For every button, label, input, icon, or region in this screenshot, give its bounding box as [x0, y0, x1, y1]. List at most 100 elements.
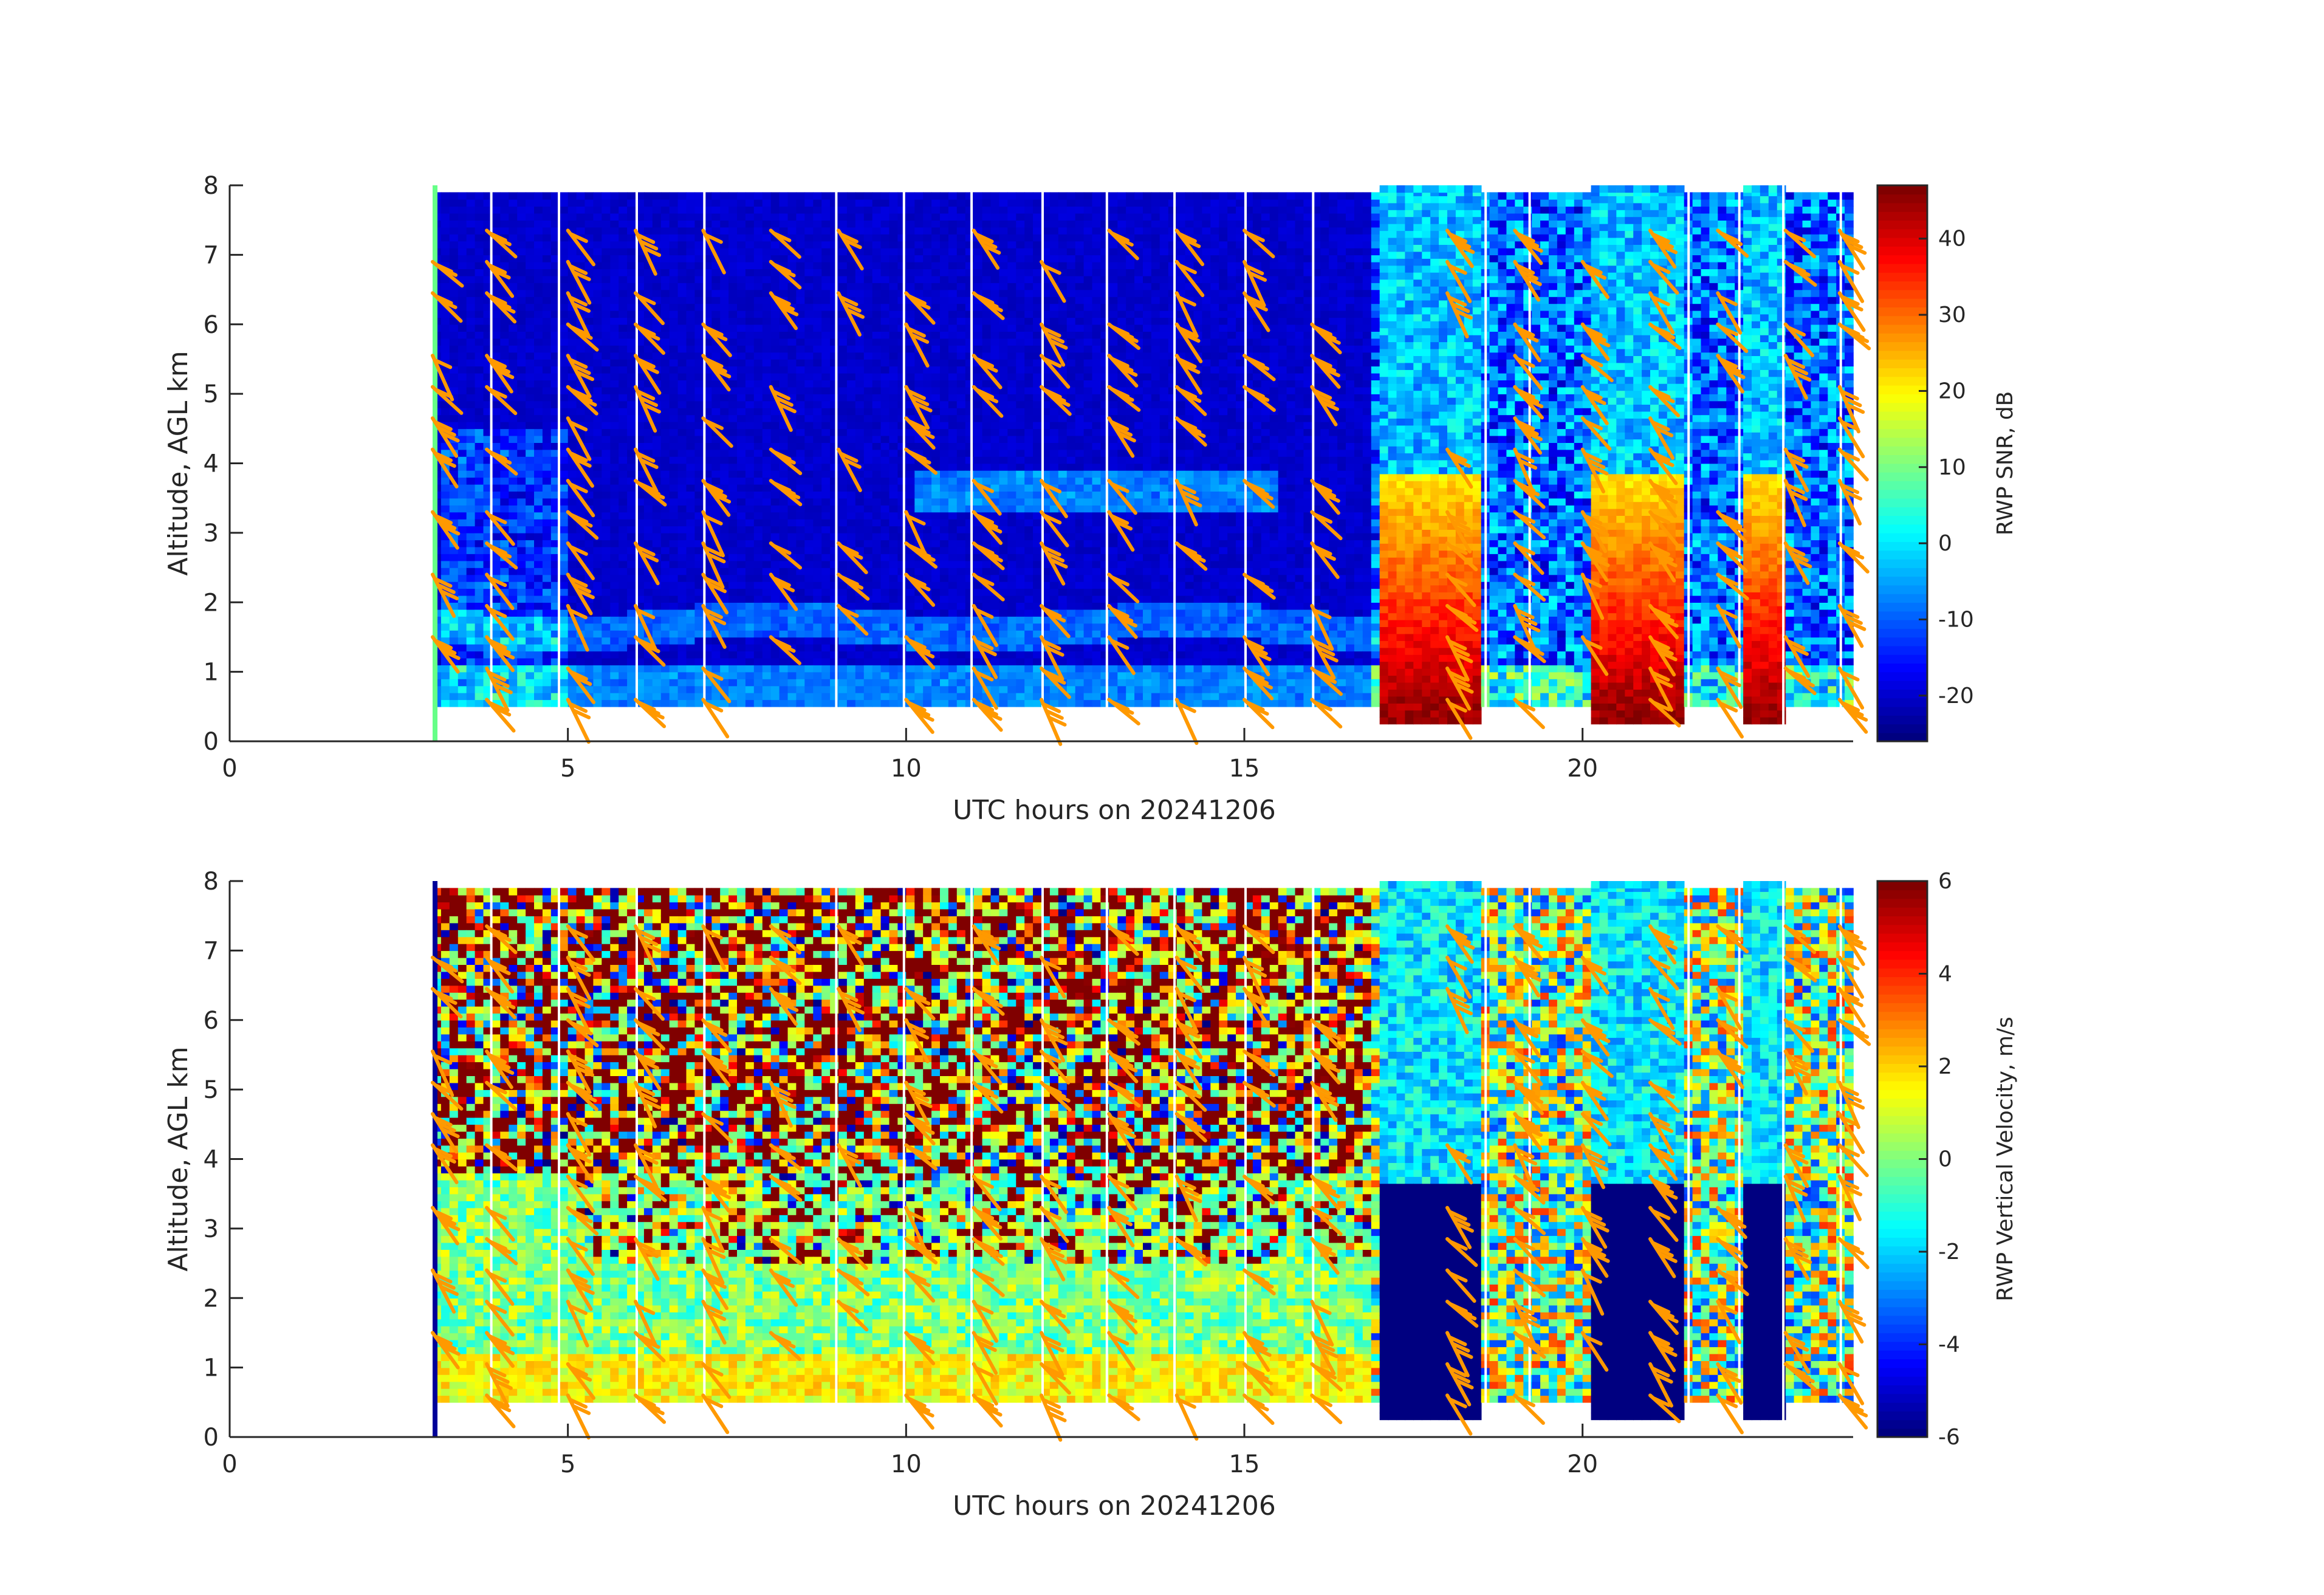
heatmap-cell: [956, 442, 966, 450]
heatmap-cell: [449, 560, 459, 568]
heatmap-cell: [627, 692, 636, 701]
heatmap-cell: [965, 685, 975, 693]
heatmap-cell: [475, 442, 484, 450]
heatmap-cell: [593, 234, 603, 242]
heatmap-cell: [677, 421, 687, 430]
heatmap-cell: [534, 192, 543, 200]
heatmap-cell: [627, 554, 636, 561]
heatmap-cell: [602, 491, 611, 499]
heatmap-cell: [728, 289, 738, 297]
heatmap-cell: [990, 213, 1000, 221]
heatmap-cell: [669, 227, 679, 235]
heatmap-cell: [643, 512, 653, 520]
heatmap-cell: [677, 408, 687, 416]
heatmap-cell: [627, 247, 636, 256]
heatmap-cell: [855, 400, 865, 408]
heatmap-cell: [830, 685, 839, 693]
heatmap-cell: [889, 456, 899, 464]
heatmap-cell: [737, 269, 746, 276]
heatmap-cell: [534, 671, 543, 679]
heatmap-cell: [745, 616, 755, 624]
heatmap-cell: [821, 289, 831, 297]
heatmap-cell: [458, 532, 467, 541]
heatmap-cell: [745, 512, 755, 520]
heatmap-cell: [897, 421, 907, 430]
heatmap-cell: [914, 358, 924, 367]
heatmap-cell: [855, 651, 865, 659]
heatmap-cell: [669, 352, 679, 360]
heatmap-cell: [872, 297, 882, 304]
heatmap-cell: [745, 310, 755, 318]
heatmap-cell: [804, 699, 814, 707]
heatmap-cell: [906, 303, 915, 311]
heatmap-cell: [728, 546, 738, 554]
heatmap-cell: [610, 595, 619, 603]
heatmap-cell: [677, 283, 687, 290]
heatmap-cell: [804, 484, 814, 492]
heatmap-cell: [923, 512, 932, 520]
heatmap-cell: [449, 386, 459, 394]
heatmap-cell: [643, 679, 653, 687]
heatmap-cell: [669, 651, 679, 659]
heatmap-cell: [948, 671, 958, 679]
heatmap-cell: [602, 283, 611, 290]
heatmap-cell: [475, 213, 484, 221]
heatmap-cell: [855, 394, 865, 402]
heatmap-cell: [602, 463, 611, 471]
heatmap-cell: [660, 192, 670, 200]
heatmap-cell: [880, 283, 890, 290]
heatmap-cell: [550, 449, 560, 457]
heatmap-cell: [669, 505, 679, 513]
heatmap-cell: [940, 366, 949, 374]
heatmap-cell: [838, 331, 848, 339]
heatmap-cell: [830, 692, 839, 701]
heatmap-cell: [669, 338, 679, 346]
heatmap-cell: [669, 554, 679, 561]
heatmap-cell: [449, 331, 459, 339]
heatmap-cell: [804, 554, 814, 561]
heatmap-cell: [669, 540, 679, 547]
heatmap-cell: [677, 366, 687, 374]
heatmap-cell: [931, 421, 941, 430]
heatmap-cell: [652, 665, 662, 673]
heatmap-cell: [982, 595, 992, 603]
heatmap-cell: [643, 526, 653, 533]
heatmap-cell: [526, 289, 535, 297]
heatmap-cell: [796, 220, 806, 228]
heatmap-cell: [745, 630, 755, 638]
heatmap-cell: [880, 679, 890, 687]
heatmap-cell: [753, 227, 763, 235]
heatmap-cell: [627, 408, 636, 416]
heatmap-cell: [956, 546, 966, 554]
heatmap-cell: [863, 303, 873, 311]
heatmap-cell: [914, 498, 924, 506]
heatmap-cell: [863, 345, 873, 353]
heatmap-cell: [694, 380, 704, 388]
heatmap-cell: [973, 206, 983, 214]
heatmap-cell: [542, 324, 552, 332]
heatmap-cell: [509, 449, 518, 457]
heatmap-cell: [542, 456, 552, 464]
heatmap-cell: [813, 372, 822, 380]
heatmap-cell: [813, 602, 822, 610]
heatmap-cell: [584, 421, 594, 430]
heatmap-cell: [762, 220, 772, 228]
heatmap-cell: [458, 491, 467, 499]
heatmap-cell: [643, 671, 653, 679]
heatmap-cell: [567, 338, 577, 346]
heatmap-cell: [660, 372, 670, 380]
heatmap-cell: [948, 372, 958, 380]
heatmap-cell: [677, 657, 687, 665]
heatmap-cell: [880, 297, 890, 304]
heatmap-cell: [550, 255, 560, 262]
heatmap-cell: [440, 505, 450, 513]
heatmap-cell: [483, 692, 493, 701]
heatmap-cell: [500, 470, 509, 478]
heatmap-cell: [686, 630, 696, 638]
heatmap-cell: [593, 338, 603, 346]
heatmap-cell: [737, 275, 746, 283]
heatmap-cell: [863, 665, 873, 673]
heatmap-cell: [872, 477, 882, 485]
heatmap-cell: [948, 408, 958, 416]
heatmap-cell: [500, 602, 509, 610]
